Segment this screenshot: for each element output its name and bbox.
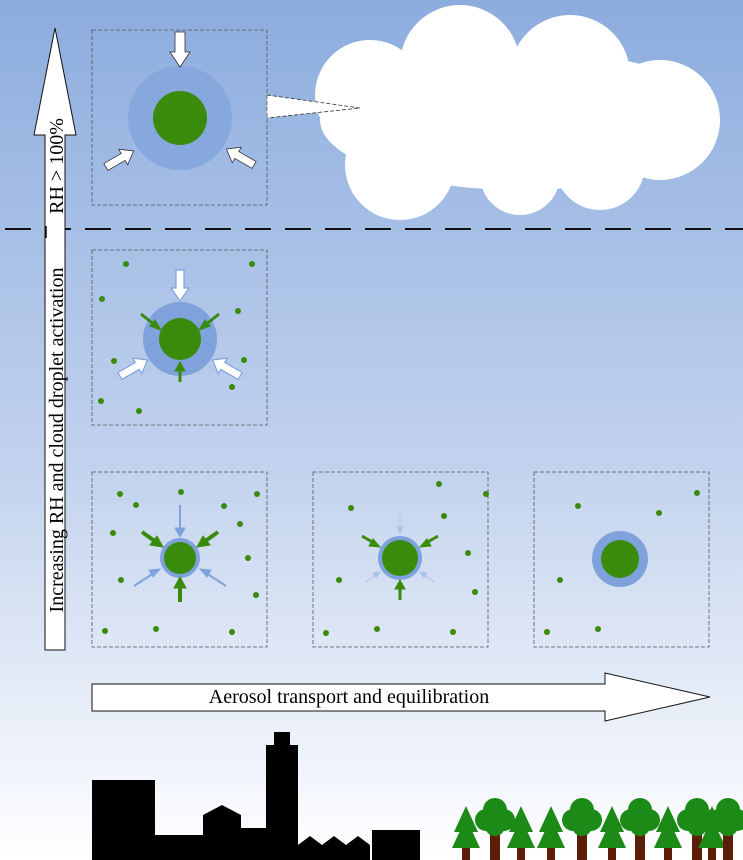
aerosol-particles xyxy=(98,261,255,414)
panel-moderate-uptake xyxy=(312,471,489,648)
aerosol-particles xyxy=(323,481,489,636)
condensation-arrows xyxy=(133,505,227,587)
condensation-arrow xyxy=(225,146,257,170)
cloud-callout xyxy=(266,94,361,119)
aerosol-core xyxy=(153,91,207,145)
condensation-arrows xyxy=(365,514,435,583)
vertical-label: Increasing RH and cloud droplet activati… xyxy=(46,268,68,613)
panel-growing-droplet xyxy=(91,249,268,426)
condensation-arrow xyxy=(169,31,191,68)
deciduous-tree xyxy=(562,798,602,860)
panel-equilibrated xyxy=(533,471,710,648)
organic-uptake-arrows xyxy=(361,534,439,600)
organic-uptake-arrows xyxy=(140,530,220,602)
aerosol-particles xyxy=(102,489,260,635)
deciduous-tree xyxy=(708,798,743,860)
deciduous-tree xyxy=(475,798,515,860)
conifer-tree xyxy=(598,806,626,860)
conifer-tree xyxy=(507,806,535,860)
forest-icon xyxy=(452,798,743,860)
aerosol-core xyxy=(382,540,418,576)
aerosol-core xyxy=(164,542,196,574)
panel-strong-uptake xyxy=(91,471,268,648)
condensation-arrow xyxy=(169,269,191,303)
condensation-arrow xyxy=(211,357,243,381)
panel-activated-droplet xyxy=(91,29,268,206)
conifer-tree xyxy=(537,806,565,860)
cloud-icon xyxy=(266,5,720,220)
condensation-arrow xyxy=(117,357,149,381)
conifer-tree xyxy=(654,806,682,860)
aerosol-core xyxy=(601,540,639,578)
conifer-tree xyxy=(452,806,480,860)
horizontal-label: Aerosol transport and equilibration xyxy=(209,686,490,708)
city-silhouette-icon xyxy=(92,732,420,860)
organic-uptake-arrows xyxy=(140,312,220,382)
condensation-arrow xyxy=(103,148,135,172)
aerosol-core xyxy=(159,318,201,360)
vertical-arrow xyxy=(33,27,77,651)
deciduous-tree xyxy=(620,798,660,860)
horizontal-arrow xyxy=(91,672,711,722)
aerosol-particles xyxy=(544,490,700,635)
rh-threshold-label: RH > 100% xyxy=(46,118,68,214)
